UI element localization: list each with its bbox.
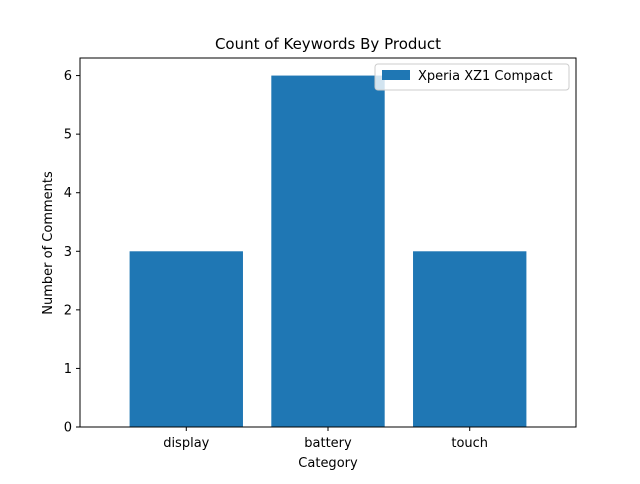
bar-battery: [271, 75, 385, 427]
y-tick-label-4: 4: [64, 186, 72, 201]
y-tick-label-5: 5: [64, 128, 72, 143]
legend-label: Xperia XZ1 Compact: [418, 69, 553, 84]
chart-title: Count of Keywords By Product: [215, 35, 441, 53]
x-axis-label: Category: [298, 456, 358, 471]
plot-area: display battery touch 0 1 2 3 4 5 6: [64, 57, 577, 451]
legend: Xperia XZ1 Compact: [374, 63, 570, 91]
legend-box: [374, 63, 570, 91]
y-tick-label-6: 6: [64, 69, 72, 84]
y-tick-label-0: 0: [64, 421, 72, 436]
y-tick-label-3: 3: [64, 245, 72, 260]
x-tick-label-battery: battery: [304, 436, 352, 451]
bar-touch: [413, 251, 527, 427]
legend-swatch: [382, 70, 410, 80]
y-tick-label-2: 2: [64, 303, 72, 318]
x-tick-label-touch: touch: [451, 436, 488, 451]
y-tick-label-1: 1: [64, 362, 72, 377]
bar-display: [129, 251, 243, 427]
y-axis-label: Number of Comments: [41, 171, 56, 315]
x-tick-label-display: display: [163, 436, 209, 451]
